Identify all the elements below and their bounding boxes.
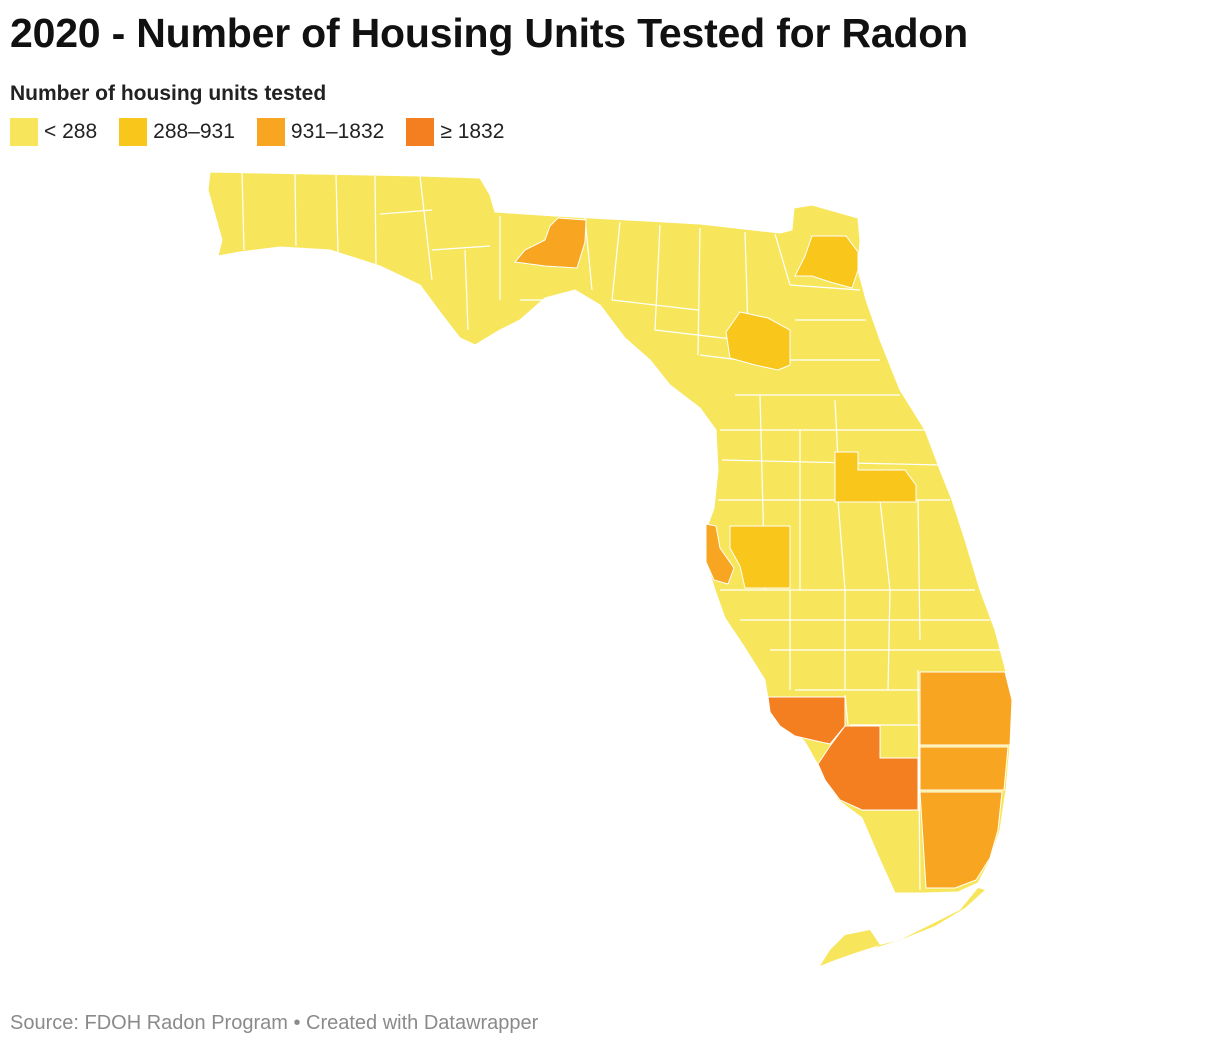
legend-swatch [10, 118, 38, 146]
county-duval[interactable] [794, 235, 859, 289]
county-miami-dade[interactable] [919, 791, 1003, 889]
legend-title: Number of housing units tested [10, 82, 327, 105]
legend-swatch [406, 118, 435, 146]
legend-item-low[interactable]: 288–931 [119, 118, 235, 146]
legend-label: 931–1832 [290, 120, 385, 143]
county-palm-beach[interactable] [919, 671, 1013, 746]
legend-swatch [256, 118, 285, 146]
county-hillsborough[interactable] [729, 525, 791, 589]
county-pinellas[interactable] [705, 523, 735, 585]
florida-keys [820, 888, 985, 966]
legend-item-mid[interactable]: 931–1832 [256, 118, 385, 146]
source-note: Source: FDOH Radon Program • Created wit… [10, 1012, 539, 1034]
florida-county-map [207, 171, 1013, 966]
legend-label: < 288 [44, 120, 98, 143]
county-collier[interactable] [817, 725, 919, 811]
county-orange[interactable] [834, 451, 917, 503]
legend-swatch [119, 118, 148, 146]
legend-item-highest[interactable]: ≥ 1832 [406, 118, 504, 146]
county-lee[interactable] [767, 696, 846, 745]
county-alachua[interactable] [725, 311, 791, 371]
legend-label: 288–931 [153, 120, 235, 143]
chart-title: 2020 - Number of Housing Units Tested fo… [10, 10, 968, 56]
legend-label: ≥ 1832 [440, 120, 505, 143]
county-leon[interactable] [514, 217, 587, 269]
county-broward[interactable] [919, 746, 1009, 791]
legend: < 288 288–931 931–1832 ≥ 1832 [10, 118, 526, 146]
legend-item-lowest[interactable]: < 288 [10, 118, 97, 146]
